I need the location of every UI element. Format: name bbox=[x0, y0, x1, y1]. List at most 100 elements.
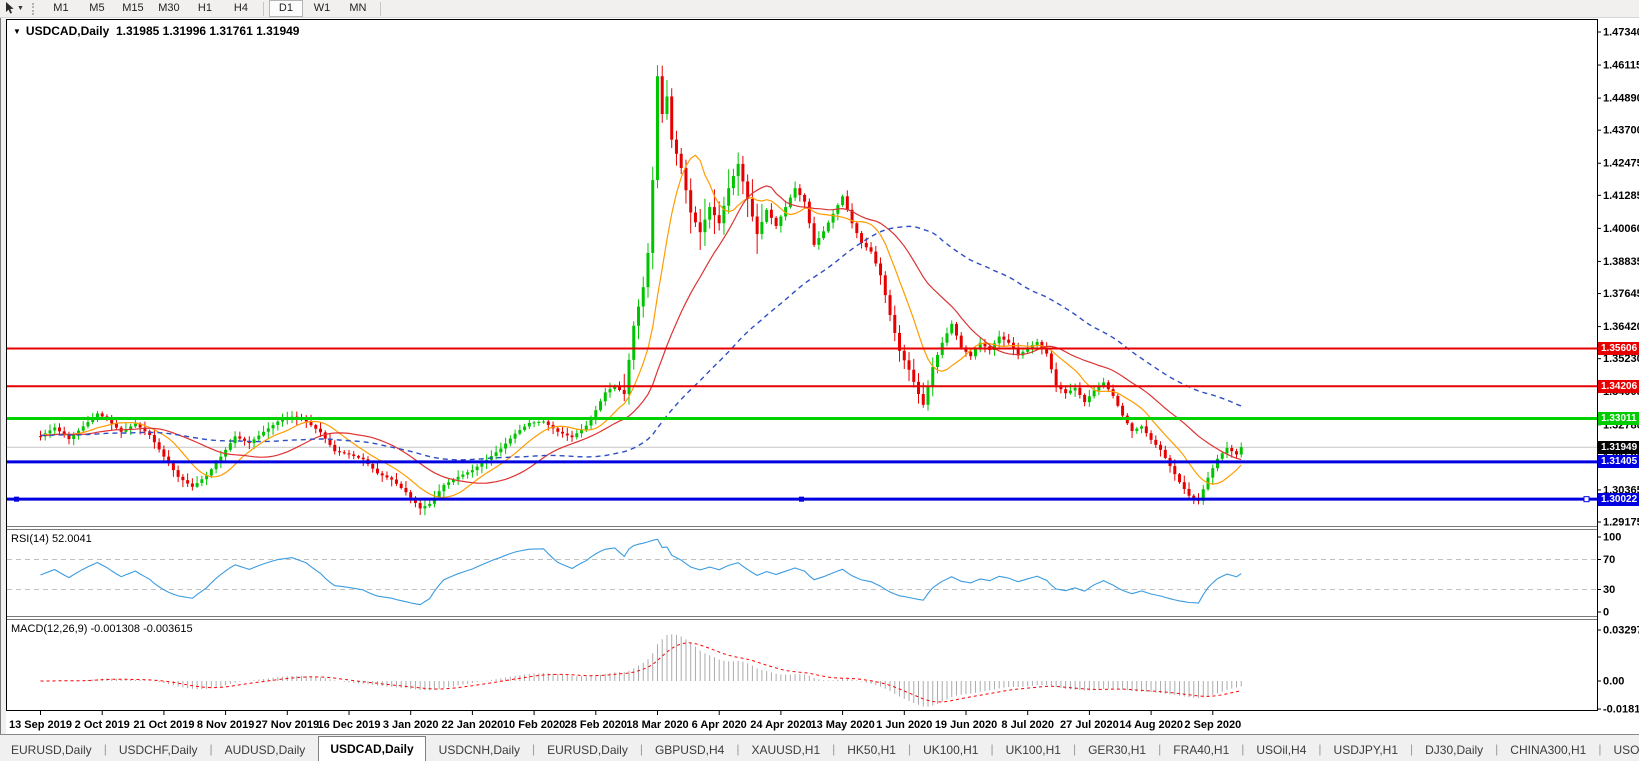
date-label: 22 Jan 2020 bbox=[442, 719, 504, 731]
tab-divider: | bbox=[907, 741, 912, 756]
date-label: 8 Jul 2020 bbox=[1001, 719, 1054, 731]
price-chart-canvas[interactable]: 1.47340 1.46115 1.44890 1.43700 1.42475 1.412… bbox=[6, 18, 1639, 734]
timeframe-button-m5[interactable]: M5 bbox=[89, 2, 105, 14]
toolbar-separator bbox=[379, 1, 381, 16]
chart-symbol-period: USDCAD,Daily bbox=[25, 24, 110, 38]
chart-tab-uk100-h1[interactable]: UK100,H1 bbox=[923, 743, 979, 757]
price-tick-label: 1.35230 bbox=[1603, 353, 1639, 365]
date-label: 6 Apr 2020 bbox=[692, 719, 747, 731]
date-label: 24 Apr 2020 bbox=[750, 719, 811, 731]
hline-handle[interactable] bbox=[799, 496, 804, 502]
price-tick-label: 1.29175 bbox=[1603, 517, 1639, 529]
chart-tab-fra40-h1[interactable]: FRA40,H1 bbox=[1173, 743, 1230, 757]
tab-divider: | bbox=[103, 741, 107, 756]
chart-tab-eurusd-daily[interactable]: EURUSD,Daily bbox=[11, 743, 92, 757]
price-tick-label: 1.47340 bbox=[1603, 27, 1639, 39]
date-label: 3 Jan 2020 bbox=[383, 719, 439, 731]
timeframe-button-m1[interactable]: M1 bbox=[53, 2, 69, 14]
date-label: 16 Dec 2019 bbox=[318, 719, 381, 731]
price-tick-label: 1.44890 bbox=[1603, 93, 1639, 105]
timeframe-button-h4[interactable]: H4 bbox=[233, 2, 248, 14]
price-tick-label: 1.38835 bbox=[1603, 256, 1639, 268]
timeframe-button-h1[interactable]: H1 bbox=[197, 2, 212, 14]
chart-tab-dj30-daily[interactable]: DJ30,Daily bbox=[1425, 743, 1484, 757]
chevron-down-icon: ▼ bbox=[17, 5, 24, 12]
timeframe-button-mn[interactable]: MN bbox=[349, 2, 367, 14]
chart-tabs: EURUSD,Daily | USDCHF,Daily | AUDUSD,Daily US… bbox=[0, 736, 1639, 761]
chart-ohlc-readout: 1.31985 1.31996 1.31761 1.31949 bbox=[115, 24, 300, 38]
macd-signal-line bbox=[40, 642, 1242, 703]
chart-tab-usoil-h1[interactable]: USOil,H1 bbox=[1613, 743, 1639, 757]
chart-menu-icon[interactable]: ▼ bbox=[13, 27, 21, 36]
price-tick-label: 1.42475 bbox=[1603, 158, 1639, 170]
price-badge-1.31405: 1.31405 bbox=[1598, 455, 1639, 469]
timeframe-toolbar: ▼ M1 M5 M15 M30 H1 H4 D1 W1 MN bbox=[0, 0, 1639, 18]
chart-tab-ger30-h1[interactable]: GER30,H1 bbox=[1088, 743, 1147, 757]
rsi-tick-label: 100 bbox=[1603, 532, 1621, 544]
rsi-tick-label: 70 bbox=[1603, 554, 1615, 566]
tab-divider: | bbox=[1410, 741, 1414, 756]
timeframe-button-m30[interactable]: M30 bbox=[158, 2, 180, 14]
date-label: 13 May 2020 bbox=[810, 719, 874, 731]
date-label: 28 Feb 2020 bbox=[565, 719, 627, 731]
price-badge-1.33011: 1.33011 bbox=[1598, 412, 1639, 425]
price-badge-1.34206: 1.34206 bbox=[1598, 379, 1639, 393]
chart-tab-usoil-h4[interactable]: USOil,H4 bbox=[1256, 743, 1307, 757]
price-tick-label: 1.37645 bbox=[1603, 288, 1639, 300]
date-label: 8 Nov 2019 bbox=[197, 719, 254, 731]
chart-tab-usdjpy-h1[interactable]: USDJPY,H1 bbox=[1333, 743, 1399, 757]
macd-tick-label: 0.032972 bbox=[1603, 625, 1639, 637]
price-badge-1.35606: 1.35606 bbox=[1598, 342, 1639, 355]
date-label: 27 Jul 2020 bbox=[1060, 719, 1119, 731]
tab-divider: | bbox=[736, 741, 740, 756]
price-tick-label: 1.40060 bbox=[1603, 223, 1639, 235]
price-badge-1.30022: 1.30022 bbox=[1598, 492, 1639, 506]
chart-tab-gbpusd-h4[interactable]: GBPUSD,H4 bbox=[654, 743, 725, 757]
toolbar-grip[interactable] bbox=[31, 2, 37, 15]
date-label: 13 Sep 2019 bbox=[9, 719, 72, 731]
chart-tab-bar: EURUSD,Daily | USDCHF,Daily | AUDUSD,Daily US… bbox=[0, 734, 1639, 761]
chart-tab-audusd-daily[interactable]: AUDUSD,Daily bbox=[224, 743, 306, 757]
tab-divider: | bbox=[1241, 741, 1245, 756]
macd-indicator-label: MACD(12,26,9) -0.001308 -0.003615 bbox=[11, 623, 193, 635]
hline-handle[interactable] bbox=[14, 496, 19, 502]
chart-tab-eurusd-daily[interactable]: EURUSD,Daily bbox=[547, 743, 628, 757]
date-label: 27 Nov 2019 bbox=[255, 719, 319, 731]
timeframe-button-w1[interactable]: W1 bbox=[313, 2, 331, 14]
rsi-line bbox=[40, 538, 1242, 606]
tab-divider: | bbox=[990, 741, 994, 756]
candles-group bbox=[39, 65, 1243, 516]
chart-title: ▼ USDCAD,Daily 1.31985 1.31996 1.31761 1.… bbox=[13, 24, 299, 38]
ma-60-line bbox=[40, 225, 1242, 461]
macd-group bbox=[40, 634, 1242, 707]
timeframe-buttons: M1 M5 M15 M30 H1 H4 D1 W1 MN bbox=[43, 0, 385, 17]
timeframe-button-d1[interactable]: D1 bbox=[268, 0, 303, 17]
chart-tab-china300-h1[interactable]: CHINA300,H1 bbox=[1510, 743, 1587, 757]
chart-window[interactable]: 1.47340 1.46115 1.44890 1.43700 1.42475 1.412… bbox=[6, 18, 1639, 734]
date-label: 10 Feb 2020 bbox=[503, 719, 565, 731]
tab-divider: | bbox=[1318, 741, 1322, 756]
price-tick-label: 1.36420 bbox=[1603, 321, 1639, 333]
price-tick-label: 1.43700 bbox=[1603, 125, 1639, 137]
macd-tick-label: -0.018154 bbox=[1603, 704, 1639, 716]
chart-tab-usdchf-daily[interactable]: USDCHF,Daily bbox=[118, 743, 198, 757]
date-label: 21 Oct 2019 bbox=[133, 719, 194, 731]
rsi-tick-label: 0 bbox=[1603, 607, 1609, 619]
price-tick-label: 1.46115 bbox=[1603, 60, 1639, 72]
cursor-tool-button[interactable]: ▼ bbox=[0, 1, 28, 17]
tab-divider: | bbox=[1598, 741, 1602, 756]
tab-divider: | bbox=[832, 741, 836, 756]
ma-10-line bbox=[40, 154, 1242, 498]
macd-tick-label: 0.00 bbox=[1603, 676, 1624, 688]
chart-tab-usdcnh-daily[interactable]: USDCNH,Daily bbox=[438, 743, 521, 757]
timeframe-button-m15[interactable]: M15 bbox=[122, 2, 144, 14]
window-left-border bbox=[0, 0, 1, 761]
tab-divider: | bbox=[1158, 741, 1162, 756]
price-badge-1.31949: 1.31949 bbox=[1598, 440, 1639, 454]
chart-tab-uk100-h1[interactable]: UK100,H1 bbox=[1005, 743, 1061, 757]
chart-tab-hk50-h1[interactable]: HK50,H1 bbox=[847, 743, 896, 757]
chart-tab-xauusd-h1[interactable]: XAUUSD,H1 bbox=[751, 743, 821, 757]
date-label: 2 Sep 2020 bbox=[1184, 719, 1241, 731]
chart-tab-usdcad-daily[interactable]: USDCAD,Daily bbox=[318, 736, 426, 761]
hline-handle[interactable] bbox=[1583, 496, 1590, 503]
